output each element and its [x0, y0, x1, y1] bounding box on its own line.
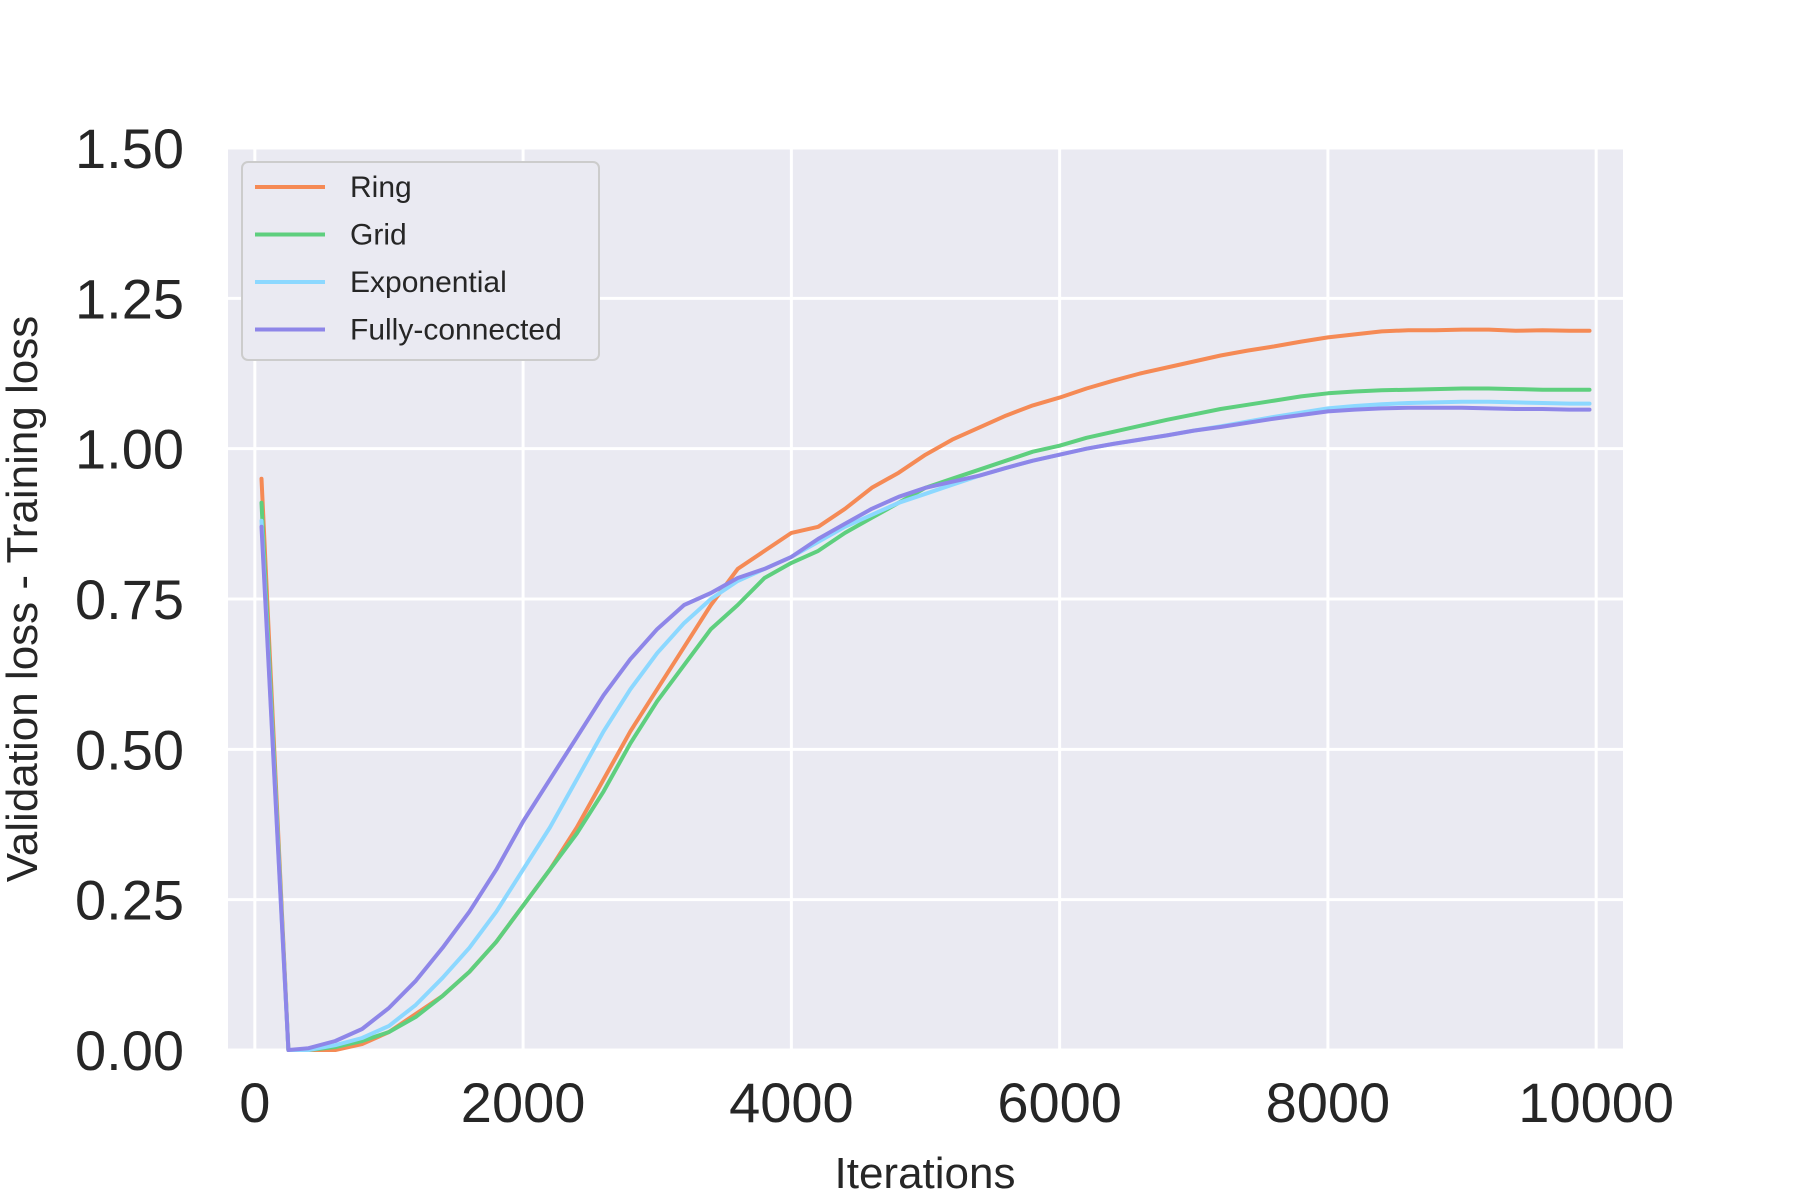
- series-lines: [259, 327, 1592, 1052]
- y-tick-label: 1.00: [75, 418, 184, 481]
- y-tick-label: 0.75: [75, 568, 184, 631]
- tick-labels: 0 2000 4000 6000 8000 10000 0.00 0.25 0.50 0.75 1.…: [75, 117, 1674, 1134]
- x-axis-label: Iterations: [835, 1149, 1016, 1198]
- legend-entries: Ring Grid Exponential Fully-connected: [255, 171, 562, 347]
- y-tick-label: 1.25: [75, 267, 184, 330]
- legend-box: [241, 161, 600, 361]
- x-tick-label: 8000: [1266, 1071, 1391, 1134]
- y-axis-label: Validation loss - Training loss: [0, 316, 47, 883]
- series-line-fully-connected: [259, 405, 1592, 1052]
- x-tick-label: 2000: [461, 1071, 586, 1134]
- series-line-exponential: [259, 399, 1592, 1052]
- y-tick-label: 0.25: [75, 869, 184, 932]
- legend-label: Exponential: [350, 266, 507, 299]
- x-tick-label: 0: [239, 1071, 270, 1134]
- x-tick-label: 4000: [729, 1071, 854, 1134]
- x-tick-label: 10000: [1518, 1071, 1674, 1134]
- legend: Ring Grid Exponential Fully-connected: [241, 161, 600, 361]
- legend-label: Grid: [350, 219, 407, 252]
- legend-label: Fully-connected: [350, 314, 562, 347]
- y-tick-label: 1.50: [75, 117, 184, 180]
- legend-label: Ring: [350, 171, 412, 204]
- y-tick-label: 0.50: [75, 718, 184, 781]
- y-tick-label: 0.00: [75, 1019, 184, 1082]
- x-tick-label: 6000: [997, 1071, 1122, 1134]
- grid-lines: [228, 146, 1623, 1052]
